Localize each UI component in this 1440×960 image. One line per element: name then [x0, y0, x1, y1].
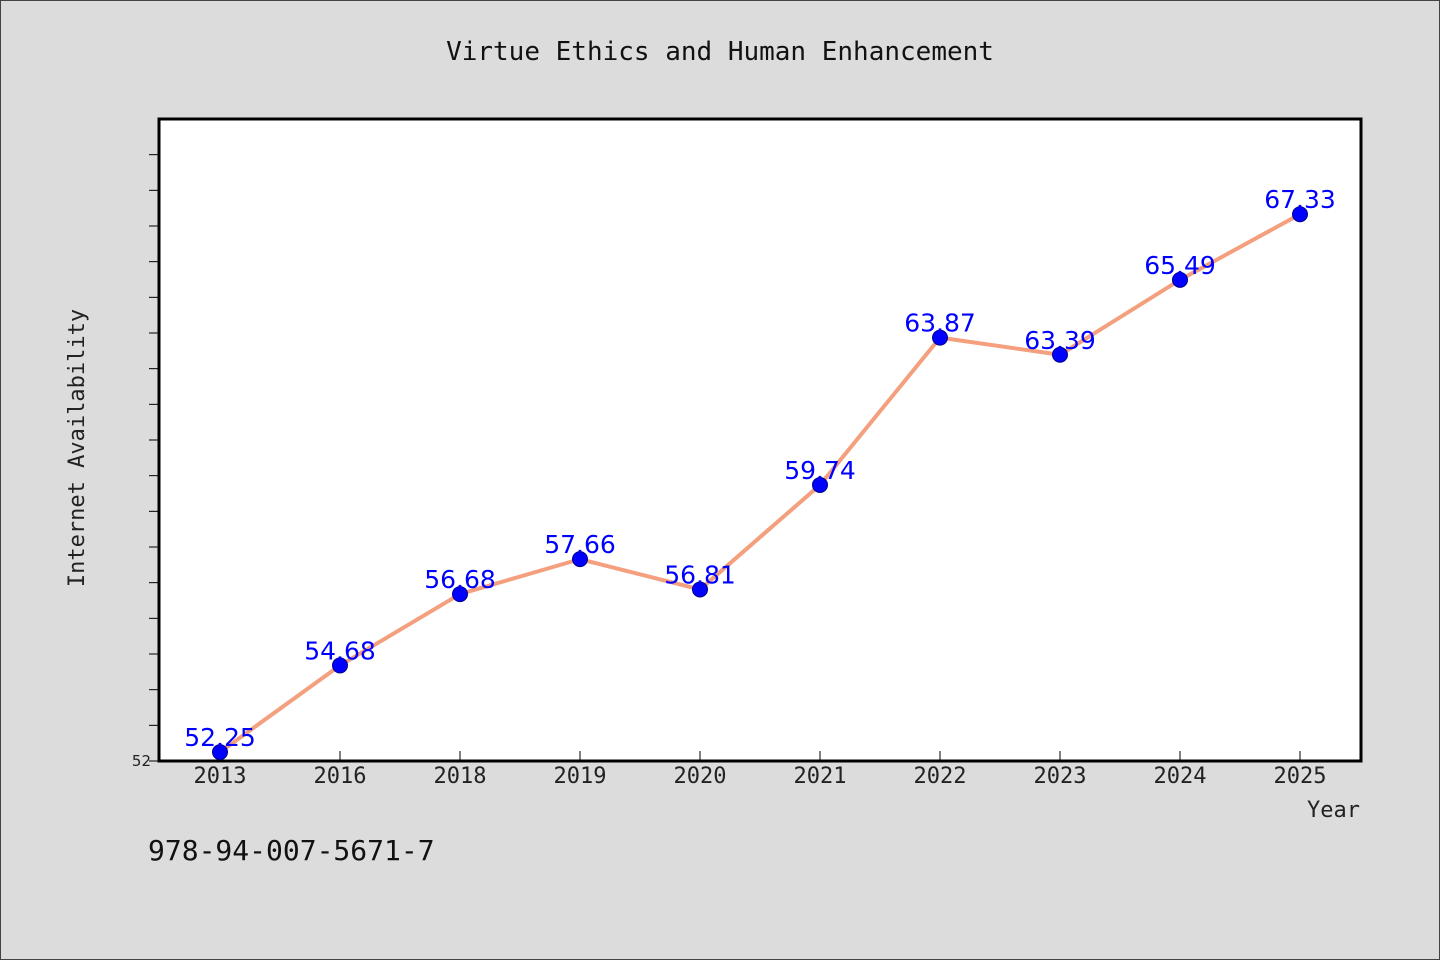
series-markers [212, 206, 1308, 761]
y-axis-ticks: 52 [132, 154, 159, 770]
x-tick-label: 2013 [194, 764, 247, 789]
data-label: 63.39 [1024, 326, 1096, 355]
x-tick-label: 2022 [914, 764, 967, 789]
data-point [212, 744, 228, 761]
data-label: 54.68 [304, 636, 376, 665]
x-tick-label: 2024 [1154, 764, 1207, 789]
x-tick-label: 2023 [1034, 764, 1087, 789]
data-label: 52.25 [184, 723, 256, 752]
x-tick-label: 2021 [794, 764, 847, 789]
data-point [812, 476, 828, 493]
x-tick-label: 2019 [554, 764, 607, 789]
x-axis-ticks: 2013 2016 2018 2019 2020 2021 2022 2023 2024 2025 [194, 751, 1327, 789]
isbn-text: 978-94-007-5671-7 [148, 834, 435, 867]
data-label: 67.33 [1264, 185, 1336, 214]
data-point [1172, 271, 1188, 288]
data-label: 63.87 [904, 309, 976, 338]
x-tick-label: 2025 [1274, 764, 1327, 789]
data-label: 57.66 [544, 530, 616, 559]
data-label: 59.74 [784, 456, 856, 485]
series-line [218, 212, 1301, 754]
x-axis-label: Year [1307, 798, 1360, 823]
data-point [1052, 346, 1068, 363]
data-label: 65.49 [1144, 251, 1216, 280]
series-line-group [218, 212, 1301, 754]
chart-title: Virtue Ethics and Human Enhancement [446, 37, 994, 67]
data-point [692, 581, 708, 598]
data-point [452, 586, 468, 603]
x-tick-label: 2016 [314, 764, 367, 789]
x-tick-label: 2020 [674, 764, 727, 789]
y-tick-label: 52 [132, 752, 151, 770]
y-axis-label: Internet Availability [65, 309, 90, 587]
x-tick-label: 2018 [434, 764, 487, 789]
data-point [332, 657, 348, 674]
data-point [1292, 206, 1308, 223]
data-point [932, 329, 948, 346]
series-data-labels: 52.25 54.68 56.68 57.66 56.81 59.74 63.87 63.39… [184, 185, 1336, 752]
data-point [572, 551, 588, 568]
data-label: 56.81 [664, 560, 736, 589]
data-label: 56.68 [424, 565, 496, 594]
